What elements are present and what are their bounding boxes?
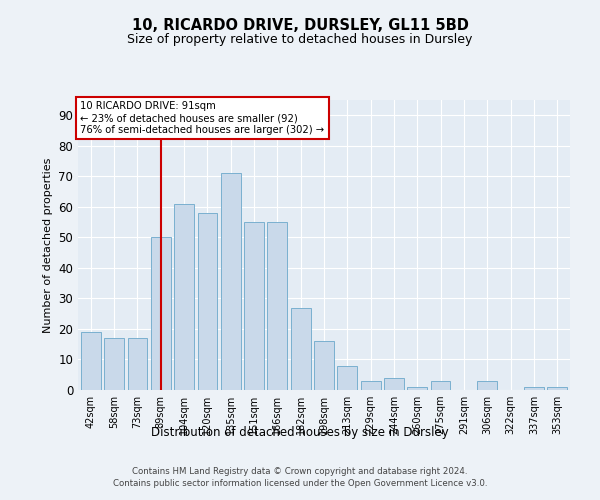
Text: Contains public sector information licensed under the Open Government Licence v3: Contains public sector information licen…: [113, 479, 487, 488]
Bar: [104, 338, 124, 390]
Bar: [221, 174, 241, 390]
Bar: [361, 381, 380, 390]
Text: Distribution of detached houses by size in Dursley: Distribution of detached houses by size …: [151, 426, 449, 439]
Bar: [431, 381, 451, 390]
Text: 10 RICARDO DRIVE: 91sqm
← 23% of detached houses are smaller (92)
76% of semi-de: 10 RICARDO DRIVE: 91sqm ← 23% of detache…: [80, 102, 325, 134]
Bar: [291, 308, 311, 390]
Y-axis label: Number of detached properties: Number of detached properties: [43, 158, 53, 332]
Bar: [128, 338, 148, 390]
Text: Size of property relative to detached houses in Dursley: Size of property relative to detached ho…: [127, 32, 473, 46]
Text: 10, RICARDO DRIVE, DURSLEY, GL11 5BD: 10, RICARDO DRIVE, DURSLEY, GL11 5BD: [131, 18, 469, 32]
Bar: [314, 341, 334, 390]
Bar: [197, 213, 217, 390]
Bar: [174, 204, 194, 390]
Bar: [337, 366, 357, 390]
Bar: [81, 332, 101, 390]
Bar: [524, 387, 544, 390]
Bar: [407, 387, 427, 390]
Text: Contains HM Land Registry data © Crown copyright and database right 2024.: Contains HM Land Registry data © Crown c…: [132, 468, 468, 476]
Bar: [547, 387, 567, 390]
Bar: [268, 222, 287, 390]
Bar: [478, 381, 497, 390]
Bar: [151, 238, 170, 390]
Bar: [384, 378, 404, 390]
Bar: [244, 222, 264, 390]
